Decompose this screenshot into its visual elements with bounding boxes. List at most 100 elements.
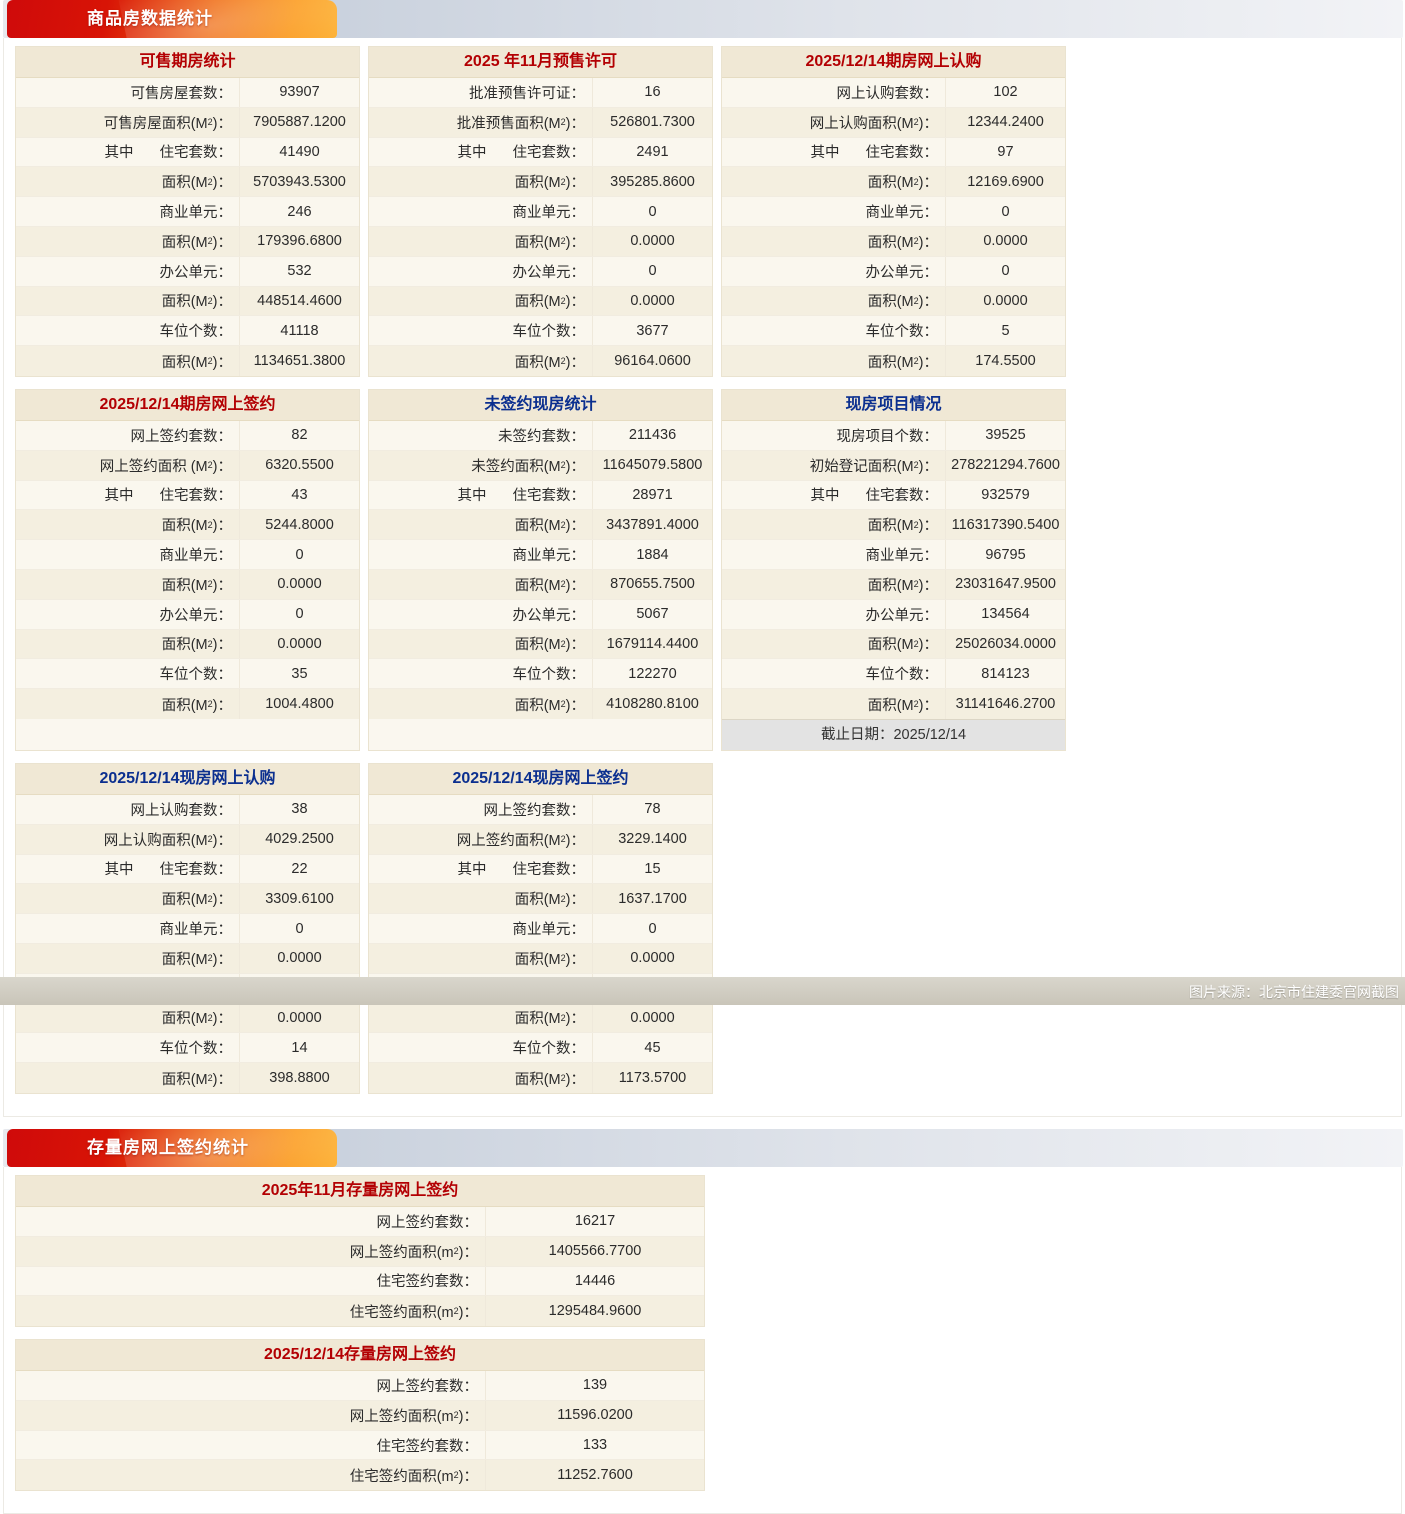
stat-row: 办公单元： 134564 — [722, 599, 1065, 630]
stat-row-value: 4029.2500 — [265, 831, 334, 848]
stat-row: 办公单元： 0 — [16, 599, 359, 630]
stat-row-value: 0.0000 — [277, 576, 322, 593]
stat-row: 面积(M 2)： 3309.6100 — [16, 884, 359, 915]
stat-row-value: 11252.7600 — [557, 1467, 633, 1484]
panel-title: 现房项目情况 — [722, 389, 1065, 421]
stat-row-label: 网上认购面积(M 2)： — [16, 824, 240, 854]
stat-row-label: 面积(M 2)： — [16, 226, 240, 256]
stat-row-value: 526801.7300 — [610, 114, 695, 131]
stat-row-value: 1405566.7700 — [548, 1243, 642, 1260]
stat-row: 网上签约套数： 82 — [16, 420, 359, 451]
stat-row-sublabel: 住宅套数： — [512, 488, 586, 505]
stat-row: 面积(M 2)： 0.0000 — [16, 1003, 359, 1034]
panel-rows: 未签约套数： 211436 未签约面积(M 2)： 11645079.5800 其中 住宅套… — [369, 420, 712, 719]
stat-row-value: 0.0000 — [630, 233, 675, 250]
stat-row: 面积(M 2)： 0.0000 — [16, 569, 359, 600]
stat-panel: 2025/12/14现房网上签约 网上签约套数： 78 网上签约面积(M 2)： 3229… — [368, 762, 713, 1094]
stat-row-label: 车位个数： — [369, 659, 593, 689]
panel-title: 2025/12/14期房网上签约 — [16, 389, 359, 421]
stat-row: 面积(M 2)： 5244.8000 — [16, 510, 359, 541]
panel-rows: 现房项目个数： 39525 初始登记面积(M 2)： 278221294.7600 其中 住… — [722, 420, 1065, 719]
stat-row-value: 11645079.5800 — [602, 457, 703, 474]
stat-row-value: 7905887.1200 — [253, 114, 346, 131]
stat-row-label: 网上认购套数： — [722, 78, 946, 107]
stat-row-value: 45 — [644, 1039, 661, 1056]
stat-row: 面积(M 2)： 1134651.3800 — [16, 346, 359, 376]
stat-row-value: 6320.5500 — [265, 457, 334, 474]
stat-row-value: 41118 — [280, 322, 319, 339]
stat-row-value: 0 — [295, 546, 304, 563]
stat-row: 办公单元： 0 — [369, 256, 712, 287]
stat-row: 商业单元： 246 — [16, 197, 359, 227]
stat-row: 网上签约面积(m 2)： 1405566.7700 — [16, 1236, 704, 1267]
stat-row-label: 网上签约套数： — [369, 794, 593, 824]
stat-row-label: 网上签约套数： — [16, 1206, 486, 1236]
stat-row: 其中 住宅套数： 97 — [722, 137, 1065, 168]
stat-row-label: 面积(M 2)： — [369, 346, 593, 376]
stat-row-label: 其中 住宅套数： — [369, 137, 593, 167]
stat-row-label: 办公单元： — [722, 599, 946, 629]
stat-row-label: 面积(M 2)： — [16, 346, 240, 376]
stat-row-value: 22 — [291, 860, 308, 877]
stat-row: 初始登记面积(M 2)： 278221294.7600 — [722, 450, 1065, 481]
stat-row-label: 住宅签约套数： — [16, 1266, 486, 1296]
stat-row-label: 面积(M 2)： — [369, 884, 593, 914]
stat-row-group-label: 其中 — [810, 145, 840, 162]
panel-title: 2025/12/14存量房网上签约 — [16, 1340, 704, 1372]
stat-row-label: 面积(M 2)： — [16, 943, 240, 973]
stat-row-label: 面积(M 2)： — [16, 689, 240, 719]
stat-row-label: 面积(M 2)： — [369, 1003, 593, 1033]
stat-row-value: 0.0000 — [983, 292, 1028, 309]
stat-row: 办公单元： 5067 — [369, 599, 712, 630]
stat-row: 网上认购套数： 102 — [722, 78, 1065, 108]
stat-row-value: 211436 — [628, 427, 677, 444]
stat-row: 面积(M 2)： 0.0000 — [369, 226, 712, 257]
stat-row-label: 办公单元： — [16, 256, 240, 286]
stat-row-value: 116317390.5400 — [951, 516, 1060, 533]
stat-row-label: 面积(M 2)： — [722, 286, 946, 316]
stat-row: 商业单元： 0 — [369, 914, 712, 944]
statistics-page: 商品房数据统计 可售期房统计 可售房屋套数： 93907 可售房屋面积(M 2)： 7905… — [0, 0, 1405, 1005]
stat-row-label: 批准预售许可证： — [369, 78, 593, 107]
stat-row-group-label: 其中 — [810, 488, 840, 505]
stat-row-value: 35 — [291, 665, 308, 682]
panel-rows: 网上签约套数： 82 网上签约面积 (M 2)： 6320.5500 其中 住宅套数： 43 面… — [16, 420, 359, 719]
stat-row-label: 住宅签约面积(m 2)： — [16, 1460, 486, 1491]
stat-row-sublabel: 住宅套数： — [159, 488, 233, 505]
stat-row-label: 面积(M 2)： — [16, 1003, 240, 1033]
panel-rows: 批准预售许可证： 16 批准预售面积(M 2)： 526801.7300 其中 住宅套数： 2… — [369, 78, 712, 376]
stat-row: 面积(M 2)： 174.5500 — [722, 346, 1065, 376]
stat-row-value: 0.0000 — [277, 950, 322, 967]
stat-row-value: 1134651.3800 — [253, 353, 346, 370]
stat-row: 车位个数： 45 — [369, 1033, 712, 1064]
stat-row-value: 1637.1700 — [618, 890, 687, 907]
stat-row-label: 未签约套数： — [369, 420, 593, 450]
stat-row-value: 532 — [287, 263, 312, 280]
panel-rows: 网上签约套数： 139 网上签约面积(m 2)： 11596.0200 住宅签约套数： 13… — [16, 1371, 704, 1491]
stat-row-label: 面积(M 2)： — [722, 167, 946, 197]
panel-title: 未签约现房统计 — [369, 389, 712, 421]
stat-row-label: 住宅签约面积(m 2)： — [16, 1296, 486, 1327]
stat-row-label: 商业单元： — [722, 197, 946, 226]
stat-row-label: 现房项目个数： — [722, 420, 946, 450]
stat-row-label: 面积(M 2)： — [722, 629, 946, 659]
stat-row: 面积(M 2)： 1637.1700 — [369, 884, 712, 915]
image-source-credit: 图片来源：北京市住建委官网截图 — [1189, 984, 1399, 1000]
stat-row-value: 23031647.9500 — [955, 576, 1056, 593]
stat-row-group-label: 其中 — [104, 145, 134, 162]
stat-row-value: 4108280.8100 — [606, 696, 699, 713]
stat-row: 其中 住宅套数： 22 — [16, 854, 359, 885]
stat-row: 其中 住宅套数： 28971 — [369, 480, 712, 511]
stat-row-label: 其中 住宅套数： — [16, 854, 240, 884]
stat-row-label: 面积(M 2)： — [16, 286, 240, 316]
stat-row-label: 车位个数： — [369, 316, 593, 346]
stat-row: 面积(M 2)： 1679114.4400 — [369, 629, 712, 660]
stat-row: 网上签约套数： 78 — [369, 794, 712, 825]
stat-row: 网上签约面积(m 2)： 11596.0200 — [16, 1400, 704, 1431]
stat-row: 面积(M 2)： 0.0000 — [369, 943, 712, 974]
panel-rows: 网上签约套数： 16217 网上签约面积(m 2)： 1405566.7700 住宅签约套… — [16, 1206, 704, 1327]
section-1: 商品房数据统计 可售期房统计 可售房屋套数： 93907 可售房屋面积(M 2)： 7905… — [0, 0, 1405, 1129]
stat-row-sublabel: 住宅套数： — [865, 145, 939, 162]
stat-row: 网上签约面积 (M 2)： 6320.5500 — [16, 450, 359, 481]
